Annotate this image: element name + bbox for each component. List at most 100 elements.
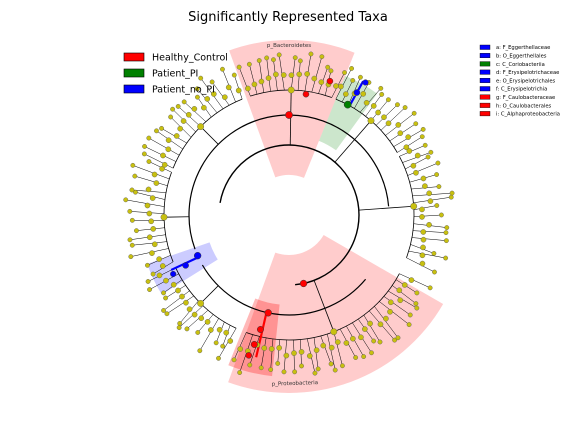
tree-node [287,86,295,94]
legend-swatch [123,52,145,62]
tree-node [246,61,252,67]
key-swatch [479,94,491,100]
key-label: c: C_Coriobacteriia [496,62,545,68]
tree-node [198,315,205,321]
tree-node [395,122,402,128]
tree-node [283,352,290,359]
tree-node [258,78,265,85]
tree-node [191,311,198,318]
tree-node [334,339,341,345]
tree-node [411,110,417,116]
tree-node [420,236,427,243]
highlighted-node [182,262,189,269]
tree-node [367,320,373,327]
tree-node [381,114,387,121]
tree-node [406,322,412,327]
tree-node [333,83,339,89]
tree-node [297,58,303,64]
tree-node [148,218,154,225]
tree-branch [358,205,414,211]
tree-node [435,160,441,166]
tree-leaf-edge [374,306,399,338]
tree-node [220,343,226,349]
tree-leaf-edge [211,81,230,106]
clade-sector-p-bacteroidetes [229,39,355,178]
tree-node [168,114,174,120]
tree-leaf-edge [184,101,206,122]
tree-node [408,277,415,283]
legend-label: Healthy_Control [152,53,228,64]
tree-node [319,54,325,60]
tree-node [271,57,276,63]
key-label: g: F_Caulobacteraceae [496,95,555,101]
tree-node [427,198,434,204]
highlighted-node [264,309,272,317]
tree-node [161,308,166,313]
tree-leaf-edge [363,315,381,343]
tree-node [298,349,305,355]
tree-node [328,68,334,74]
highlighted-node [285,111,293,119]
tree-node [127,208,133,214]
tree-node [422,183,428,189]
tree-node [223,329,230,336]
tree-node [299,363,304,369]
tree-node [444,225,450,230]
clade-key: a: F_Eggerthellaceae b: O_Eggerthellalesc… [479,44,560,118]
tree-node [410,202,418,210]
tree-node [426,190,432,197]
tree-node [397,297,404,304]
tree-node [419,214,425,220]
tree-node [315,366,321,372]
tree-leaf-edge [408,250,446,259]
tree-node [197,123,205,131]
tree-node [419,134,425,140]
tree-leaf-edge [144,146,177,162]
tree-node [413,301,419,306]
tree-node [173,133,180,139]
tree-node [150,271,156,277]
tree-node [426,221,432,228]
tree-leaf-edge [411,237,447,241]
tree-node [185,111,192,118]
tree-node [195,94,200,100]
tree-node [402,105,408,110]
tree-node [379,91,385,97]
tree-node [434,172,440,177]
tree-leaf-edge [166,295,194,314]
tree-node [448,194,454,200]
tree-leaf-edge [375,104,398,126]
tree-node [422,142,428,148]
tree-leaf-edge [218,328,237,359]
tree-node [328,361,334,367]
tree-node [123,197,129,203]
tree-node [163,295,168,301]
tree-node [186,306,193,313]
tree-node [325,64,331,70]
tree-node [401,282,408,288]
tree-node [160,213,168,221]
tree-leaf-edge [134,175,168,186]
tree-node [419,206,425,213]
tree-node [245,85,251,92]
tree-node [127,237,133,243]
tree-node [161,290,166,296]
clade-labels: p_Bacteroidetes p_Proteobacteria [267,43,318,388]
tree-node [403,144,410,151]
tree-node [413,169,419,176]
tree-leaf-edge [405,156,429,170]
key-swatch [479,77,491,83]
tree-node [151,241,158,248]
key-swatch [479,111,491,117]
tree-node [377,339,383,345]
tree-leaf-edge [333,331,343,366]
highlighted-node [302,90,310,98]
tree-node [128,254,134,260]
tree-arc-left [201,264,367,316]
tree-leaf-edge [179,300,199,324]
tree-node [180,118,187,124]
tree-node [211,91,217,97]
tree-node [132,173,138,179]
tree-node [405,134,411,140]
highlighted-node [193,252,202,260]
